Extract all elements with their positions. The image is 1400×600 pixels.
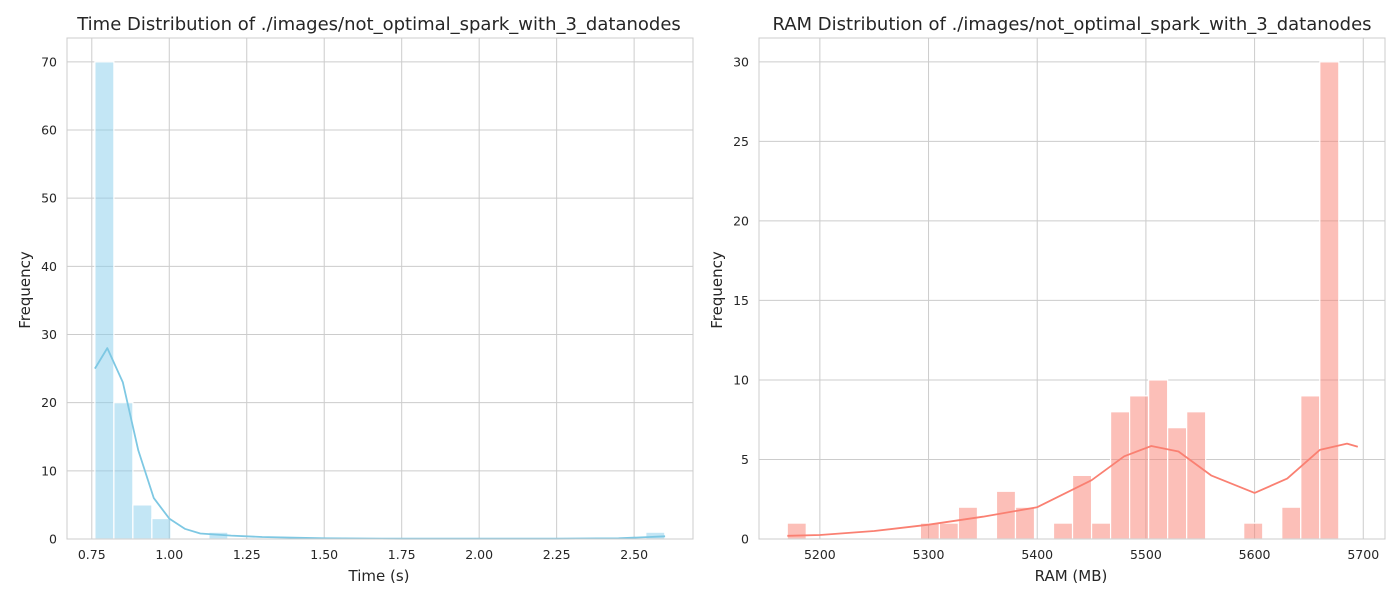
time-y-tick-label: 0 xyxy=(49,532,57,547)
ram-histogram-bar xyxy=(1281,506,1302,540)
time-x-tick-label: 0.75 xyxy=(78,547,106,562)
time-x-tick-label: 2.25 xyxy=(543,547,571,562)
ram-histogram-chart: RAM Distribution of ./images/not_optimal… xyxy=(708,14,1386,585)
time-x-tick-label: 2.00 xyxy=(465,547,493,562)
time-y-tick-label: 40 xyxy=(41,259,57,274)
time-tick-labels: 0.75 1.00 1.25 1.50 1.75 2.00 2.25 2.50 0 10 20 30 4… xyxy=(41,54,648,562)
time-histogram-bar xyxy=(132,504,153,540)
ram-grid xyxy=(759,38,1385,540)
time-y-tick-label: 30 xyxy=(41,327,57,342)
ram-y-tick-label: 10 xyxy=(733,372,749,387)
ram-x-tick-label: 5600 xyxy=(1239,547,1271,562)
ram-tick-labels: 5200 5300 5400 5500 5600 5700 0 5 10 15 20 25 30 xyxy=(733,54,1379,562)
ram-histogram-bar xyxy=(1186,411,1207,540)
ram-x-tick-label: 5300 xyxy=(913,547,945,562)
ram-plot-frame xyxy=(758,37,1386,540)
ram-y-axis-label: Frequency xyxy=(708,251,726,329)
ram-x-tick-label: 5400 xyxy=(1021,547,1053,562)
time-y-tick-label: 70 xyxy=(41,54,57,69)
ram-x-tick-label: 5700 xyxy=(1347,547,1379,562)
time-x-axis-label: Time (s) xyxy=(348,567,410,585)
time-plot-frame xyxy=(66,37,694,540)
ram-histogram-bar xyxy=(957,506,979,540)
time-histogram-bar xyxy=(94,61,115,540)
time-x-tick-label: 2.50 xyxy=(620,547,648,562)
ram-histogram-bar xyxy=(1319,61,1340,540)
time-histogram-bar xyxy=(113,402,134,540)
time-x-tick-label: 1.50 xyxy=(310,547,338,562)
ram-y-tick-label: 5 xyxy=(741,452,749,467)
ram-y-tick-label: 25 xyxy=(733,134,749,149)
ram-histogram-bar xyxy=(1090,522,1112,540)
ram-histogram-bar xyxy=(1300,395,1321,540)
time-x-tick-label: 1.75 xyxy=(388,547,416,562)
time-y-tick-label: 50 xyxy=(41,191,57,206)
ram-histogram-bar xyxy=(1148,379,1169,540)
time-histogram-bar xyxy=(151,517,172,540)
ram-histogram-bar xyxy=(1167,427,1188,540)
ram-histogram-bar xyxy=(1243,522,1264,540)
ram-histogram-bar xyxy=(1014,506,1036,540)
time-grid xyxy=(67,38,693,540)
ram-y-tick-label: 15 xyxy=(733,293,749,308)
time-y-tick-label: 10 xyxy=(41,463,57,478)
time-y-axis-label: Frequency xyxy=(16,251,34,329)
time-x-tick-label: 1.25 xyxy=(233,547,261,562)
ram-x-tick-label: 5200 xyxy=(804,547,836,562)
time-kde-line xyxy=(94,347,666,540)
ram-y-tick-label: 20 xyxy=(733,213,749,228)
ram-y-tick-label: 0 xyxy=(741,532,749,547)
ram-bars xyxy=(786,61,1340,540)
ram-histogram-bar xyxy=(1109,411,1131,540)
time-x-tick-label: 1.00 xyxy=(155,547,183,562)
ram-kde-line xyxy=(787,442,1359,537)
ram-histogram-bar xyxy=(938,522,960,540)
time-histogram-chart: Time Distribution of ./images/not_optima… xyxy=(16,14,694,585)
ram-x-axis-label: RAM (MB) xyxy=(1035,567,1108,585)
time-y-tick-label: 60 xyxy=(41,123,57,138)
time-chart-title: Time Distribution of ./images/not_optima… xyxy=(76,14,681,35)
ram-x-tick-label: 5500 xyxy=(1130,547,1162,562)
time-bars xyxy=(94,61,666,540)
ram-histogram-bar xyxy=(995,490,1017,540)
ram-histogram-bar xyxy=(1129,395,1150,540)
time-y-tick-label: 20 xyxy=(41,395,57,410)
ram-chart-title: RAM Distribution of ./images/not_optimal… xyxy=(772,14,1371,35)
ram-y-tick-label: 30 xyxy=(733,54,749,69)
ram-histogram-bar xyxy=(1052,522,1074,540)
